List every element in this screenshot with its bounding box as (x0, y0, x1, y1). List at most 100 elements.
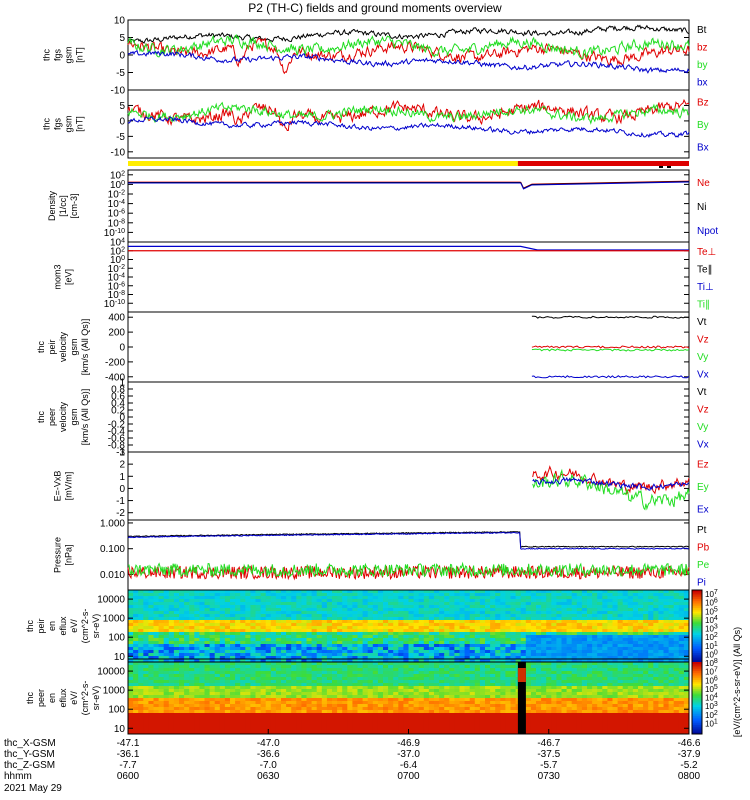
heatmap-cell (668, 701, 675, 705)
heatmap-cell (505, 707, 511, 711)
heatmap-cell (551, 677, 557, 681)
heatmap-cell (638, 617, 644, 621)
heatmap-cell (337, 683, 343, 687)
heatmap-cell (556, 635, 562, 639)
heatmap-cell (464, 593, 471, 597)
heatmap-cell (653, 662, 659, 666)
heatmap-cell (668, 638, 675, 642)
heatmap-cell (485, 647, 491, 651)
heatmap-cell (551, 680, 557, 684)
heatmap-cell (250, 671, 256, 675)
heatmap-cell (622, 680, 629, 684)
y-tick-label: 0 (119, 484, 125, 495)
heatmap-cell (321, 608, 328, 612)
heatmap-cell (469, 620, 476, 624)
heatmap-cell (597, 593, 603, 597)
heatmap-cell (398, 665, 404, 669)
heatmap-cell (337, 674, 343, 678)
heatmap-cell (398, 590, 404, 594)
heatmap-cell (653, 674, 659, 678)
heatmap-cell (459, 629, 466, 633)
y-tick-label: -0.8 (108, 441, 126, 452)
heatmap-cell (184, 650, 190, 654)
heatmap-cell (168, 677, 175, 681)
heatmap-cell (388, 710, 394, 714)
heatmap-cell (423, 692, 430, 696)
heatmap-cell (311, 692, 318, 696)
heatmap-cell (214, 590, 221, 594)
heatmap-cell (485, 644, 491, 648)
heatmap-cell (520, 599, 527, 603)
heatmap-cell (530, 665, 537, 669)
heatmap-cell (520, 623, 527, 627)
heatmap-cell (133, 707, 139, 711)
heatmap-cell (342, 707, 348, 711)
heatmap-cell (286, 716, 292, 720)
heatmap-cell (357, 614, 364, 618)
heatmap-cell (602, 608, 608, 612)
heatmap-cell (372, 707, 379, 711)
heatmap-cell (439, 605, 445, 609)
heatmap-cell (648, 713, 654, 717)
heatmap-cell (332, 710, 338, 714)
heatmap-cell (592, 671, 598, 675)
heatmap-cell (357, 656, 364, 660)
heatmap-cell (275, 608, 282, 612)
heatmap-cell (474, 683, 481, 687)
heatmap-cell (321, 686, 328, 690)
heatmap-cell (209, 644, 216, 648)
heatmap-cell (158, 590, 165, 594)
heatmap-cell (291, 605, 297, 609)
heatmap-cell (408, 701, 415, 705)
heatmap-cell (143, 671, 149, 675)
heatmap-cell (525, 605, 532, 609)
heatmap-cell (372, 671, 379, 675)
heatmap-cell (678, 608, 685, 612)
heatmap-cell (275, 626, 282, 630)
heatmap-cell (683, 686, 690, 690)
heatmap-cell (281, 680, 287, 684)
heatmap-cell (138, 623, 144, 627)
heatmap-cell (566, 608, 573, 612)
series-line-Vx (531, 375, 690, 379)
heatmap-cell (678, 656, 685, 660)
heatmap-cell (541, 596, 547, 600)
heatmap-cell (128, 653, 134, 657)
heatmap-cell (500, 704, 506, 708)
heatmap-cell (128, 623, 134, 627)
heatmap-cell (306, 629, 313, 633)
heatmap-cell (541, 623, 547, 627)
heatmap-cell (464, 596, 471, 600)
heatmap-cell (179, 695, 185, 699)
heatmap-cell (367, 674, 374, 678)
heatmap-cell (230, 611, 236, 615)
heatmap-cell (173, 590, 180, 594)
heatmap-cell (469, 617, 476, 621)
heatmap-cell (184, 635, 190, 639)
heatmap-cell (301, 656, 307, 660)
heatmap-cell (168, 650, 175, 654)
heatmap-cell (413, 656, 420, 660)
heatmap-cell (347, 623, 353, 627)
heatmap-cell (469, 632, 476, 636)
heatmap-cell (479, 617, 486, 621)
heatmap-cell (607, 716, 613, 720)
heatmap-cell (464, 683, 471, 687)
heatmap-cell (678, 629, 685, 633)
heatmap-cell (643, 641, 649, 645)
heatmap-cell (617, 593, 624, 597)
heatmap-cell (281, 629, 287, 633)
y-tick-label: 400 (108, 313, 125, 324)
heatmap-cell (597, 626, 603, 630)
heatmap-cell (602, 623, 608, 627)
heatmap-cell (632, 632, 639, 636)
heatmap-cell (296, 653, 302, 657)
heatmap-cell (571, 599, 578, 603)
heatmap-cell (347, 710, 353, 714)
heatmap-cell (153, 704, 160, 708)
heatmap-cell (219, 695, 226, 699)
y-axis-label: en (47, 621, 57, 631)
heatmap-cell (286, 617, 292, 621)
heatmap-cell (393, 704, 399, 708)
heatmap-cell (510, 638, 517, 642)
